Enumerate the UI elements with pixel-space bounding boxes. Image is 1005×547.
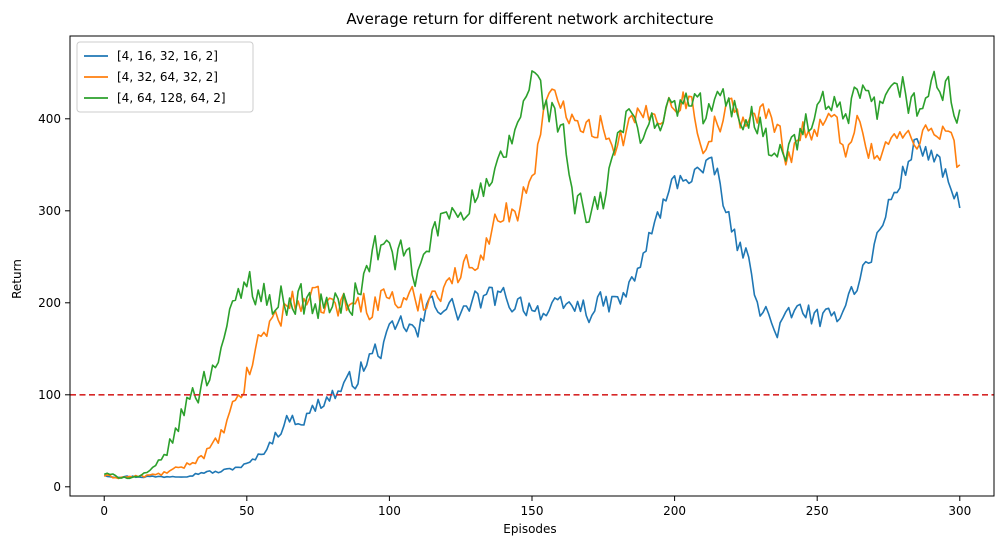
- y-tick-label: 400: [38, 112, 61, 126]
- legend-label: [4, 64, 128, 64, 2]: [117, 91, 226, 105]
- y-tick-label: 0: [53, 480, 61, 494]
- y-tick-label: 200: [38, 296, 61, 310]
- chart-title: Average return for different network arc…: [346, 10, 713, 28]
- legend-box: [76, 41, 254, 113]
- y-axis-title: Return: [10, 259, 24, 299]
- series-line-2: [103, 88, 961, 480]
- x-tick-label: 200: [663, 504, 686, 518]
- x-axis-ticks: 0 50 100 150 200 250 300: [100, 496, 971, 518]
- legend-label: [4, 32, 64, 32, 2]: [117, 70, 218, 84]
- x-tick-label: 50: [239, 504, 254, 518]
- y-tick-label: 300: [38, 204, 61, 218]
- plot-content: [103, 70, 961, 480]
- y-tick-label: 100: [38, 388, 61, 402]
- legend-label: [4, 16, 32, 16, 2]: [117, 49, 218, 63]
- series-line-1: [103, 138, 961, 479]
- x-tick-label: 0: [100, 504, 108, 518]
- x-tick-label: 250: [806, 504, 829, 518]
- x-tick-label: 150: [521, 504, 544, 518]
- y-axis-ticks: 0 100 200 300 400: [38, 112, 70, 494]
- x-tick-label: 100: [378, 504, 401, 518]
- series-line-3: [103, 70, 961, 480]
- x-tick-label: 300: [948, 504, 971, 518]
- legend: [4, 16, 32, 16, 2] [4, 32, 64, 32, 2] [4, …: [76, 41, 254, 113]
- x-axis-title: Episodes: [503, 522, 556, 536]
